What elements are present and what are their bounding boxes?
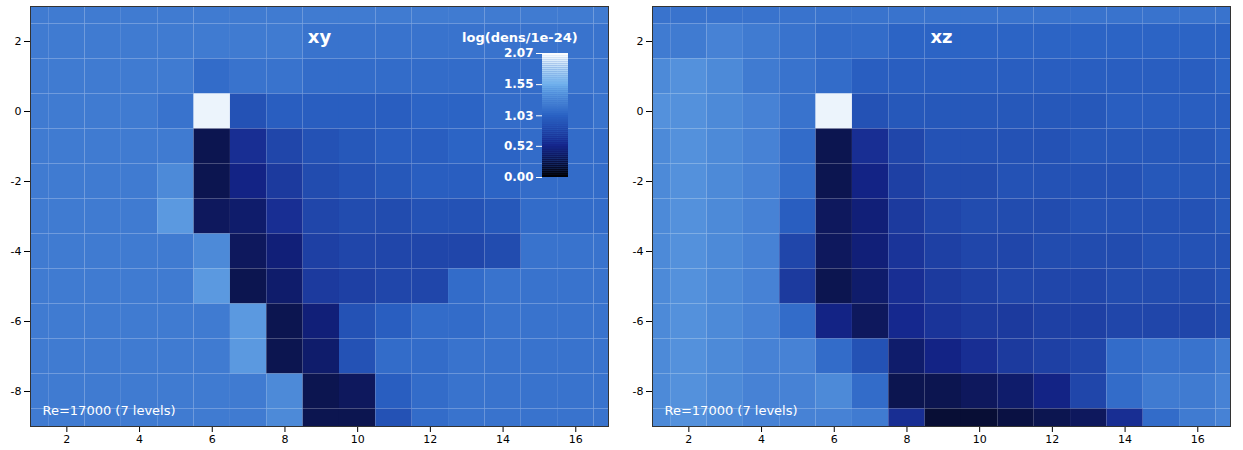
svg-text:4: 4 <box>136 433 143 446</box>
svg-text:10: 10 <box>973 433 987 446</box>
svg-text:-8: -8 <box>11 385 22 398</box>
svg-text:2: 2 <box>685 433 692 446</box>
svg-text:0.52: 0.52 <box>504 139 534 153</box>
svg-text:2.07: 2.07 <box>504 47 534 60</box>
svg-text:14: 14 <box>1118 433 1132 446</box>
svg-text:-2: -2 <box>633 175 644 188</box>
svg-text:xy: xy <box>308 26 332 47</box>
svg-text:8: 8 <box>281 433 288 446</box>
svg-text:12: 12 <box>423 433 437 446</box>
svg-text:4: 4 <box>758 433 765 446</box>
svg-text:-2: -2 <box>11 175 22 188</box>
svg-text:0: 0 <box>15 105 22 118</box>
svg-text:0: 0 <box>637 105 644 118</box>
svg-text:2: 2 <box>637 35 644 48</box>
svg-text:1.03: 1.03 <box>504 109 534 123</box>
svg-text:6: 6 <box>209 433 216 446</box>
svg-text:-8: -8 <box>633 385 644 398</box>
svg-text:1.55: 1.55 <box>504 77 534 91</box>
svg-text:2: 2 <box>63 433 70 446</box>
svg-text:-4: -4 <box>633 245 644 258</box>
svg-text:16: 16 <box>569 433 583 446</box>
svg-text:0.00: 0.00 <box>504 170 534 183</box>
svg-text:2: 2 <box>15 35 22 48</box>
svg-text:Re=17000 (7 levels): Re=17000 (7 levels) <box>665 403 798 418</box>
svg-text:xz: xz <box>930 26 952 47</box>
svg-text:8: 8 <box>903 433 910 446</box>
svg-text:-6: -6 <box>633 315 644 328</box>
svg-text:-4: -4 <box>11 245 22 258</box>
svg-text:Re=17000 (7 levels): Re=17000 (7 levels) <box>43 403 176 418</box>
svg-text:12: 12 <box>1045 433 1059 446</box>
svg-text:10: 10 <box>351 433 365 446</box>
html-text:log(dens/1e-24): log(dens/1e-24) <box>462 30 578 45</box>
svg-text:-6: -6 <box>11 315 22 328</box>
svg-text:16: 16 <box>1191 433 1205 446</box>
svg-text:6: 6 <box>831 433 838 446</box>
svg-text:14: 14 <box>496 433 510 446</box>
